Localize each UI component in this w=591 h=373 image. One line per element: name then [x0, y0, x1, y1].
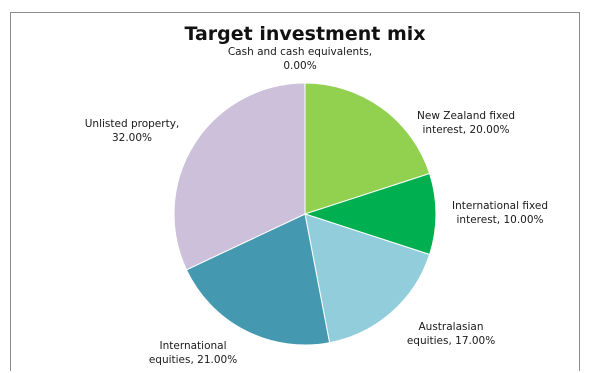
pie-slice-international-fixed-interest — [303, 172, 437, 256]
slice-label-cash-and-cash-equivalents: Cash and cash equivalents, 0.00% — [228, 46, 372, 72]
pie-slice-new-zealand-fixed-interest — [304, 82, 431, 215]
slice-label-international-fixed-interest: International fixed interest, 10.00% — [452, 200, 548, 226]
slice-label-australasian-equities: Australasian equities, 17.00% — [407, 321, 495, 347]
slice-labels: Cash and cash equivalents, 0.00% New Zeala… — [85, 46, 548, 366]
pie-slice-australasian-equities — [304, 213, 431, 344]
chart-title: Target investment mix — [184, 23, 425, 45]
slice-label-unlisted-property: Unlisted property, 32.00% — [85, 118, 180, 144]
pie-slice-international-equities — [185, 213, 331, 346]
pie-slices — [173, 82, 437, 346]
slice-label-international-equities: International equities, 21.00% — [149, 340, 237, 366]
pie-slice-unlisted-property — [173, 82, 306, 271]
slice-label-new-zealand-fixed-interest: New Zealand fixed interest, 20.00% — [417, 110, 515, 136]
